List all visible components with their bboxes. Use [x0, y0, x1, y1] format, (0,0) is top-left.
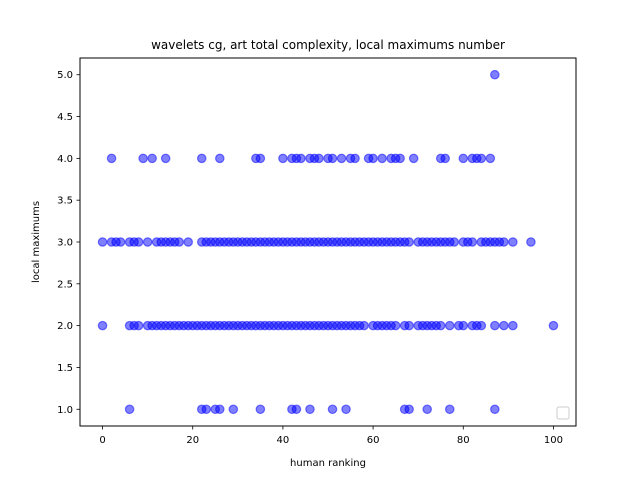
data-point — [458, 320, 469, 331]
data-point — [458, 153, 469, 164]
data-point — [404, 404, 414, 415]
data-point — [160, 153, 171, 164]
data-point — [508, 320, 518, 331]
x-tick-label: 100 — [544, 435, 563, 446]
data-point — [350, 153, 360, 164]
data-point — [359, 320, 369, 331]
y-tick-label: 1.5 — [57, 363, 73, 374]
chart-title: wavelets cg, art total complexity, local… — [151, 38, 505, 52]
data-point — [278, 153, 288, 164]
data-point — [377, 153, 387, 164]
x-tick-label: 0 — [99, 435, 105, 446]
data-point — [404, 237, 414, 247]
data-point — [97, 237, 108, 247]
data-point — [133, 237, 144, 247]
data-point — [368, 153, 378, 164]
data-point — [408, 153, 419, 164]
data-point — [201, 404, 212, 415]
data-point — [435, 320, 446, 331]
y-tick-label: 4.5 — [57, 112, 73, 123]
data-point — [548, 320, 559, 331]
x-tick-label: 20 — [186, 435, 199, 446]
data-point — [97, 320, 108, 331]
data-point — [444, 320, 455, 331]
x-tick-label: 60 — [367, 435, 380, 446]
data-point — [327, 404, 338, 415]
y-axis-label: local maximums — [31, 201, 42, 283]
x-tick-label: 40 — [277, 435, 290, 446]
x-tick-label: 80 — [457, 435, 470, 446]
data-point — [485, 153, 496, 164]
data-point — [305, 404, 315, 415]
data-point — [467, 237, 478, 247]
data-point — [106, 153, 117, 164]
data-point — [499, 237, 509, 247]
y-tick-label: 2.0 — [57, 321, 73, 332]
data-point — [183, 237, 194, 247]
x-axis-label: human ranking — [290, 458, 366, 469]
data-point — [214, 404, 225, 415]
data-point — [115, 237, 126, 247]
data-point — [449, 237, 460, 247]
x-axis-ticks: 0 20 40 60 80 100 — [99, 426, 563, 446]
y-axis-ticks: 1.0 1.5 2.0 2.5 3.0 3.5 4.0 4.5 5.0 — [57, 70, 80, 416]
data-point — [422, 404, 432, 415]
y-tick-label: 5.0 — [57, 70, 73, 81]
data-point — [138, 153, 148, 164]
data-point — [314, 153, 324, 164]
data-point — [174, 237, 184, 247]
y-tick-label: 2.5 — [57, 279, 73, 290]
data-point — [291, 404, 302, 415]
data-point — [228, 404, 239, 415]
data-point — [444, 404, 455, 415]
data-point — [133, 320, 144, 331]
y-tick-label: 4.0 — [57, 154, 73, 165]
data-point — [214, 153, 225, 164]
data-point — [499, 320, 509, 331]
legend-box — [556, 406, 570, 420]
data-point — [255, 153, 266, 164]
data-point — [327, 153, 338, 164]
data-point — [142, 237, 153, 247]
y-tick-label: 3.5 — [57, 196, 73, 207]
y-tick-label: 1.0 — [57, 405, 73, 416]
data-point — [476, 320, 487, 331]
data-point — [255, 404, 266, 415]
y-tick-label: 3.0 — [57, 238, 73, 249]
data-points — [97, 69, 559, 415]
data-point — [508, 237, 518, 247]
data-point — [390, 320, 401, 331]
data-point — [196, 153, 207, 164]
data-point — [395, 153, 405, 164]
data-point — [490, 404, 500, 415]
data-point — [476, 153, 487, 164]
data-point — [404, 320, 414, 331]
data-point — [526, 237, 536, 247]
data-point — [490, 320, 500, 331]
data-point — [341, 404, 351, 415]
data-point — [124, 404, 135, 415]
data-point — [336, 153, 347, 164]
data-point — [440, 153, 451, 164]
data-point — [490, 69, 500, 80]
data-point — [147, 153, 157, 164]
data-point — [296, 153, 306, 164]
